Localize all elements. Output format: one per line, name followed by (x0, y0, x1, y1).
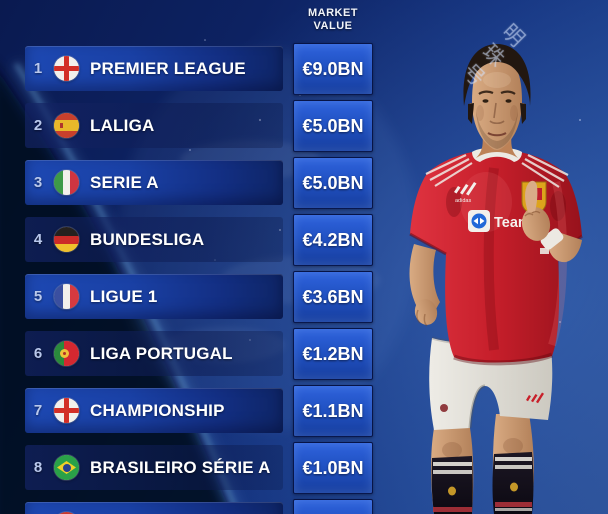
club-crest (521, 181, 547, 215)
player-photo: adidas TeamVi (409, 44, 583, 514)
player-socks (431, 452, 534, 514)
flag-england-icon (54, 56, 79, 81)
league-name: CHAMPIONSHIP (90, 401, 225, 420)
table-row: 6 LIGA PORTUGAL €1.2BN (0, 328, 390, 380)
wristband (540, 228, 564, 250)
market-value-badge: €4.2BN (293, 214, 373, 266)
rank-label: 5 (33, 288, 43, 305)
player-left-arm (409, 244, 440, 327)
player-head (463, 44, 531, 158)
market-value-badge: €1.2BN (293, 328, 373, 380)
table-row: 3 SERIE A €5.0BN (0, 157, 390, 209)
player-shorts (429, 334, 553, 430)
table-row: 7 CHAMPIONSHIP €1.1BN (0, 385, 390, 437)
league-name: LIGA PORTUGAL (90, 344, 233, 363)
market-value-badge: €5.0BN (293, 157, 373, 209)
table-row: 4 BUNDESLIGA €4.2BN (0, 214, 390, 266)
flag-portugal-icon (54, 341, 79, 366)
table-row: 2 LALIGA €5.0BN (0, 100, 390, 152)
league-ranking-table: MARKET VALUE 1 PREMIER LEAGUE €9.0BN 2 (0, 7, 390, 514)
adidas-logo-icon: adidas (454, 182, 477, 204)
table-row-partial (0, 499, 390, 514)
rank-label: 7 (33, 402, 43, 419)
market-value-badge: €3.6BN (293, 271, 373, 323)
flag-spain-icon (54, 113, 79, 138)
league-name: LALIGA (90, 116, 155, 135)
market-value-badge: €5.0BN (293, 100, 373, 152)
rank-label: 1 (33, 60, 43, 77)
market-value-column-header: MARKET VALUE (293, 7, 373, 33)
thumbs-up-hand (521, 180, 582, 263)
stubble (476, 112, 518, 149)
table-row: 1 PREMIER LEAGUE €9.0BN (0, 43, 390, 95)
shorts-brand-mark (526, 392, 544, 404)
market-value-badge: €1.0BN (293, 442, 373, 494)
market-value-badge: €1.1BN (293, 385, 373, 437)
rank-label: 4 (33, 231, 43, 248)
league-name: BUNDESLIGA (90, 230, 205, 249)
adidas-wordmark: adidas (455, 198, 471, 204)
flag-germany-icon (54, 227, 79, 252)
market-value-badge: €9.0BN (293, 43, 373, 95)
league-name: BRASILEIRO SÉRIE A (90, 458, 271, 477)
player-shirt: adidas TeamVi (409, 147, 583, 366)
league-name: SERIE A (90, 173, 159, 192)
flag-france-icon (54, 284, 79, 309)
shirt-collar (472, 147, 522, 162)
teamviewer-logo-icon (468, 210, 490, 232)
table-row: 5 LIGUE 1 €3.6BN (0, 271, 390, 323)
rank-label: 3 (33, 174, 43, 191)
flag-italy-icon (54, 170, 79, 195)
rank-label: 8 (33, 459, 43, 476)
league-name: LIGUE 1 (90, 287, 158, 306)
shirt-hem-tag (540, 248, 549, 254)
header-line-1: MARKET (307, 7, 359, 19)
rank-label: 6 (33, 345, 43, 362)
watermark-text: 明珠号 (452, 18, 529, 94)
hair (463, 44, 531, 106)
shoulder-stripes (425, 154, 569, 188)
player-legs (431, 414, 534, 514)
shirt-sponsor-text: TeamVi (494, 215, 544, 231)
league-name: PREMIER LEAGUE (90, 59, 246, 78)
header-line-2: VALUE (313, 20, 353, 32)
shorts-crest (440, 404, 448, 412)
flag-england-icon (54, 398, 79, 423)
eyebrows (478, 90, 516, 95)
rank-label: 2 (33, 117, 43, 134)
flag-brazil-icon (54, 455, 79, 480)
market-value-badge (293, 499, 373, 514)
table-row: 8 BRASILEIRO SÉRIE A €1.0BN (0, 442, 390, 494)
